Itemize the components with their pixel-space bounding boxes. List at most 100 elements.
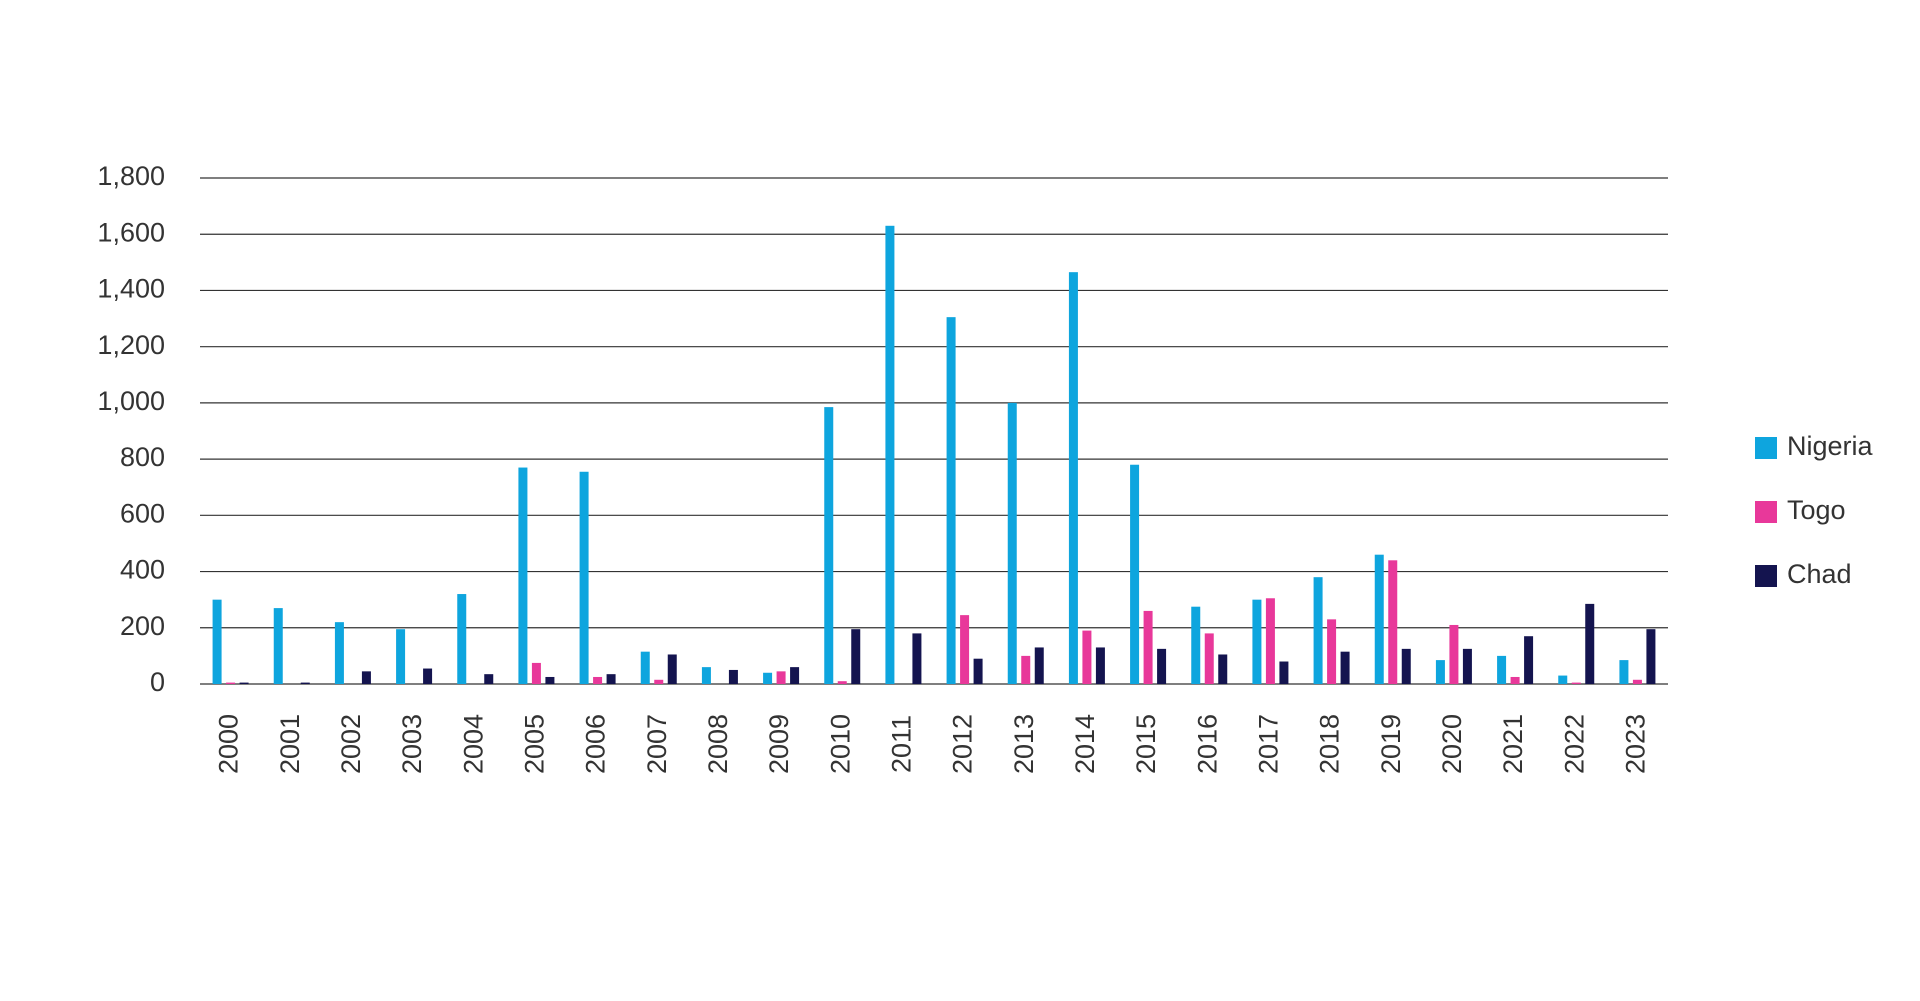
x-tick-label: 2008 bbox=[703, 714, 733, 774]
x-tick-label: 2005 bbox=[520, 714, 550, 774]
bar bbox=[1252, 599, 1262, 684]
bar bbox=[593, 676, 603, 684]
y-tick-label: 400 bbox=[120, 555, 165, 585]
bar bbox=[212, 599, 222, 684]
x-tick-label: 2018 bbox=[1315, 714, 1345, 774]
y-tick-label: 1,400 bbox=[97, 274, 165, 304]
x-tick-label: 2006 bbox=[581, 714, 611, 774]
bar bbox=[1082, 630, 1092, 684]
bar bbox=[1646, 629, 1656, 684]
bar bbox=[579, 471, 589, 684]
bar bbox=[790, 667, 800, 684]
bar bbox=[1571, 682, 1581, 684]
y-tick-label: 1,600 bbox=[97, 217, 165, 247]
legend-swatch bbox=[1755, 501, 1777, 523]
bar bbox=[518, 467, 528, 684]
x-tick-label: 2015 bbox=[1131, 714, 1161, 774]
bar bbox=[1374, 554, 1384, 684]
bar bbox=[457, 594, 467, 684]
bar bbox=[1435, 660, 1445, 684]
bar bbox=[1327, 619, 1337, 684]
bar bbox=[226, 682, 236, 684]
bar bbox=[1095, 647, 1105, 684]
bar bbox=[973, 658, 983, 684]
x-tick-label: 2002 bbox=[336, 714, 366, 774]
bar bbox=[1068, 272, 1078, 684]
x-tick-label: 2012 bbox=[948, 714, 978, 774]
bar bbox=[654, 679, 664, 684]
bar bbox=[946, 317, 956, 684]
bar bbox=[701, 667, 711, 684]
x-tick-label: 2016 bbox=[1192, 714, 1222, 774]
bar bbox=[239, 682, 249, 684]
bar bbox=[667, 654, 677, 684]
bar bbox=[1497, 655, 1507, 684]
bar bbox=[1034, 647, 1044, 684]
bar bbox=[1462, 648, 1472, 684]
bar bbox=[423, 668, 433, 684]
bar bbox=[1585, 603, 1595, 684]
bar bbox=[1021, 655, 1031, 684]
bar bbox=[960, 615, 970, 684]
bar bbox=[1510, 676, 1520, 684]
bar bbox=[334, 622, 344, 684]
bar bbox=[1007, 402, 1017, 684]
bar bbox=[851, 629, 861, 684]
bar bbox=[1143, 610, 1153, 684]
bar bbox=[763, 672, 773, 684]
bar bbox=[837, 681, 847, 684]
bar bbox=[1130, 464, 1140, 684]
bar bbox=[1157, 648, 1167, 684]
bar bbox=[606, 674, 616, 684]
bar bbox=[300, 682, 310, 684]
bar bbox=[1388, 560, 1398, 684]
bar bbox=[1401, 648, 1411, 684]
bar bbox=[396, 629, 406, 684]
bar bbox=[273, 608, 283, 684]
x-tick-label: 2019 bbox=[1376, 714, 1406, 774]
x-tick-label: 2000 bbox=[214, 714, 244, 774]
y-tick-label: 800 bbox=[120, 442, 165, 472]
bar bbox=[824, 407, 834, 684]
bar bbox=[1524, 636, 1534, 684]
y-tick-label: 1,000 bbox=[97, 386, 165, 416]
x-tick-label: 2007 bbox=[642, 714, 672, 774]
bar bbox=[1265, 598, 1275, 684]
x-tick-label: 2009 bbox=[764, 714, 794, 774]
x-tick-label: 2021 bbox=[1498, 714, 1528, 774]
x-tick-label: 2001 bbox=[275, 714, 305, 774]
bar bbox=[531, 662, 541, 684]
x-tick-label: 2022 bbox=[1559, 714, 1589, 774]
y-tick-label: 1,200 bbox=[97, 330, 165, 360]
bar bbox=[1340, 651, 1350, 684]
bar bbox=[1191, 606, 1201, 684]
bar bbox=[640, 651, 650, 684]
y-tick-label: 600 bbox=[120, 498, 165, 528]
bar bbox=[1279, 661, 1289, 684]
x-tick-label: 2010 bbox=[825, 714, 855, 774]
bar bbox=[545, 676, 555, 684]
y-tick-label: 0 bbox=[150, 667, 165, 697]
bar bbox=[1619, 660, 1629, 684]
x-tick-label: 2023 bbox=[1621, 714, 1651, 774]
y-tick-label: 200 bbox=[120, 611, 165, 641]
legend-label: Nigeria bbox=[1787, 431, 1874, 461]
bar bbox=[1204, 633, 1214, 684]
bar bbox=[1449, 624, 1459, 684]
legend-label: Chad bbox=[1787, 559, 1852, 589]
bar bbox=[1632, 679, 1642, 684]
bar bbox=[1558, 675, 1568, 684]
bar bbox=[361, 671, 371, 684]
x-tick-label: 2004 bbox=[458, 714, 488, 774]
y-tick-label: 1,800 bbox=[97, 161, 165, 191]
x-tick-label: 2003 bbox=[397, 714, 427, 774]
bar bbox=[1313, 577, 1323, 684]
x-tick-label: 2014 bbox=[1070, 714, 1100, 774]
x-tick-label: 2013 bbox=[1009, 714, 1039, 774]
bar bbox=[728, 669, 738, 684]
bar bbox=[885, 225, 895, 685]
bar bbox=[912, 633, 922, 684]
x-tick-label: 2020 bbox=[1437, 714, 1467, 774]
bar bbox=[1218, 654, 1228, 684]
bar bbox=[776, 671, 786, 684]
